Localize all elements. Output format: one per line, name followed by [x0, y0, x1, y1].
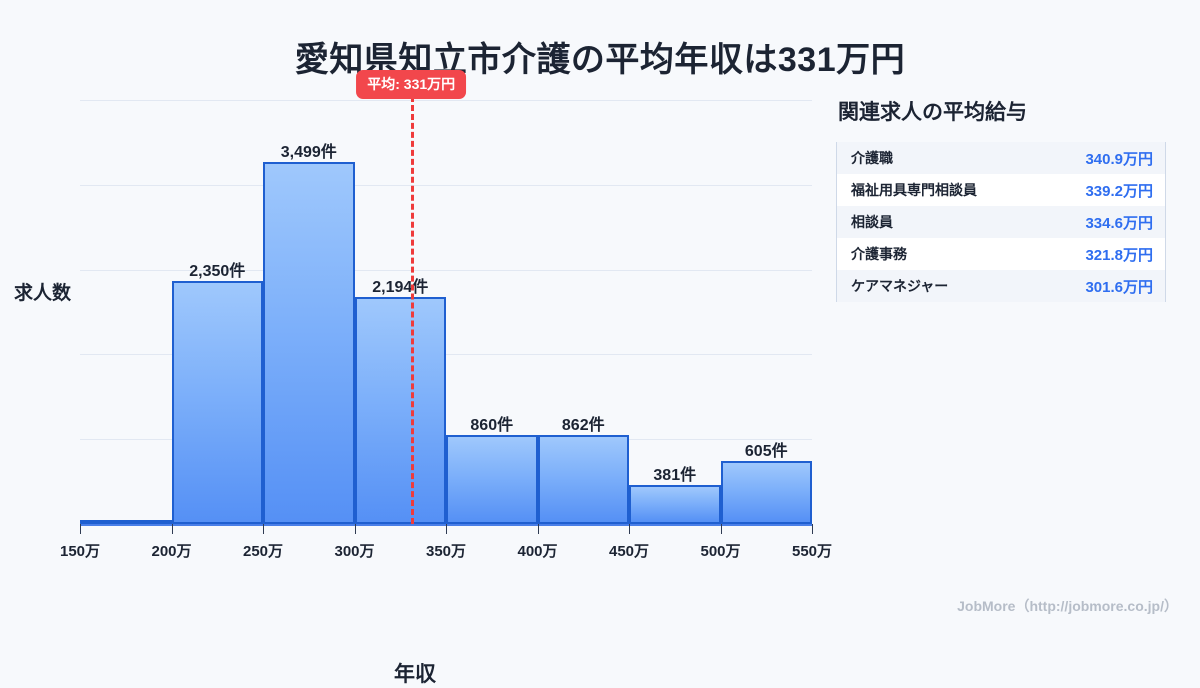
table-row[interactable]: 相談員 334.6万円	[837, 206, 1165, 238]
x-tick-label: 350万	[425, 543, 467, 560]
x-axis-title: 年収	[394, 663, 436, 686]
table-row[interactable]: 介護職 340.9万円	[837, 142, 1165, 174]
salary-table: 介護職 340.9万円福祉用具専門相談員 339.2万円相談員 334.6万円介護事務…	[836, 142, 1166, 302]
bar-value-label: 860件	[470, 417, 514, 435]
x-tick-mark	[171, 524, 173, 534]
gridline	[80, 270, 812, 271]
gridline	[80, 100, 812, 101]
histogram-chart: 求人数 2,350件 3,499件 2,194件 860件 862件 381件 605件 平…	[0, 70, 832, 686]
table-row[interactable]: 福祉用具専門相談員 339.2万円	[837, 174, 1165, 206]
bar-value-label: 605件	[744, 443, 788, 461]
x-tick-mark	[446, 524, 447, 534]
page-title: 愛知県知立市介護の平均年収は331万円	[294, 41, 906, 79]
panel-heading: 関連求人の平均給与	[838, 101, 1027, 124]
gridline	[80, 185, 812, 186]
bar	[171, 280, 263, 524]
salary-amount: 339.2万円	[1085, 182, 1153, 200]
x-tick-mark	[812, 524, 813, 534]
salary-amount: 321.8万円	[1085, 246, 1153, 264]
salary-amount: 301.6万円	[1085, 278, 1153, 296]
salary-job-name: ケアマネジャー	[851, 278, 949, 294]
bar	[354, 297, 446, 524]
x-tick-label: 250万	[242, 543, 284, 560]
x-tick-mark	[629, 524, 630, 534]
bar	[629, 484, 721, 524]
bar	[537, 434, 629, 524]
salary-job-name: 介護事務	[851, 246, 907, 262]
bar-value-label: 2,350件	[189, 262, 246, 280]
bar	[263, 162, 355, 524]
salary-job-name: 相談員	[851, 214, 893, 230]
average-line	[411, 96, 415, 524]
x-tick-label: 200万	[151, 543, 192, 560]
y-axis-title: 求人数	[14, 283, 72, 304]
x-tick-mark	[537, 524, 539, 534]
bar	[80, 520, 172, 524]
bar	[720, 461, 812, 524]
plot-area: 2,350件 3,499件 2,194件 860件 862件 381件 605件 平均: 3…	[60, 70, 832, 560]
salary-amount: 334.6万円	[1085, 214, 1153, 232]
x-tick-mark	[80, 524, 81, 534]
bar	[446, 435, 538, 524]
x-tick-label: 400万	[517, 543, 558, 560]
x-tick-label: 500万	[700, 543, 741, 560]
x-tick-label: 150万	[59, 543, 101, 560]
bar-value-label: 2,194件	[372, 279, 429, 297]
related-salary-panel: 関連求人の平均給与 介護職 340.9万円福祉用具専門相談員 339.2万円相談員 3…	[836, 96, 1166, 302]
x-tick-label: 300万	[334, 543, 375, 560]
x-tick-mark	[720, 524, 722, 534]
salary-job-name: 介護職	[851, 150, 893, 166]
bar-value-label: 862件	[561, 416, 605, 434]
table-row[interactable]: ケアマネジャー 301.6万円	[837, 270, 1165, 302]
table-row[interactable]: 介護事務 321.8万円	[837, 238, 1165, 270]
salary-amount: 340.9万円	[1085, 150, 1153, 168]
x-tick-label: 450万	[608, 543, 650, 560]
bar-value-label: 3,499件	[280, 144, 337, 162]
x-tick-mark	[263, 524, 264, 534]
x-tick-mark	[354, 524, 356, 534]
x-tick-label: 550万	[791, 543, 833, 560]
bar-value-label: 381件	[653, 466, 697, 484]
footer-watermark: JobMore（http://jobmore.co.jp/）	[957, 598, 1178, 614]
salary-job-name: 福祉用具専門相談員	[851, 182, 977, 198]
gridline	[80, 354, 812, 355]
average-badge: 平均: 331万円	[356, 70, 467, 99]
